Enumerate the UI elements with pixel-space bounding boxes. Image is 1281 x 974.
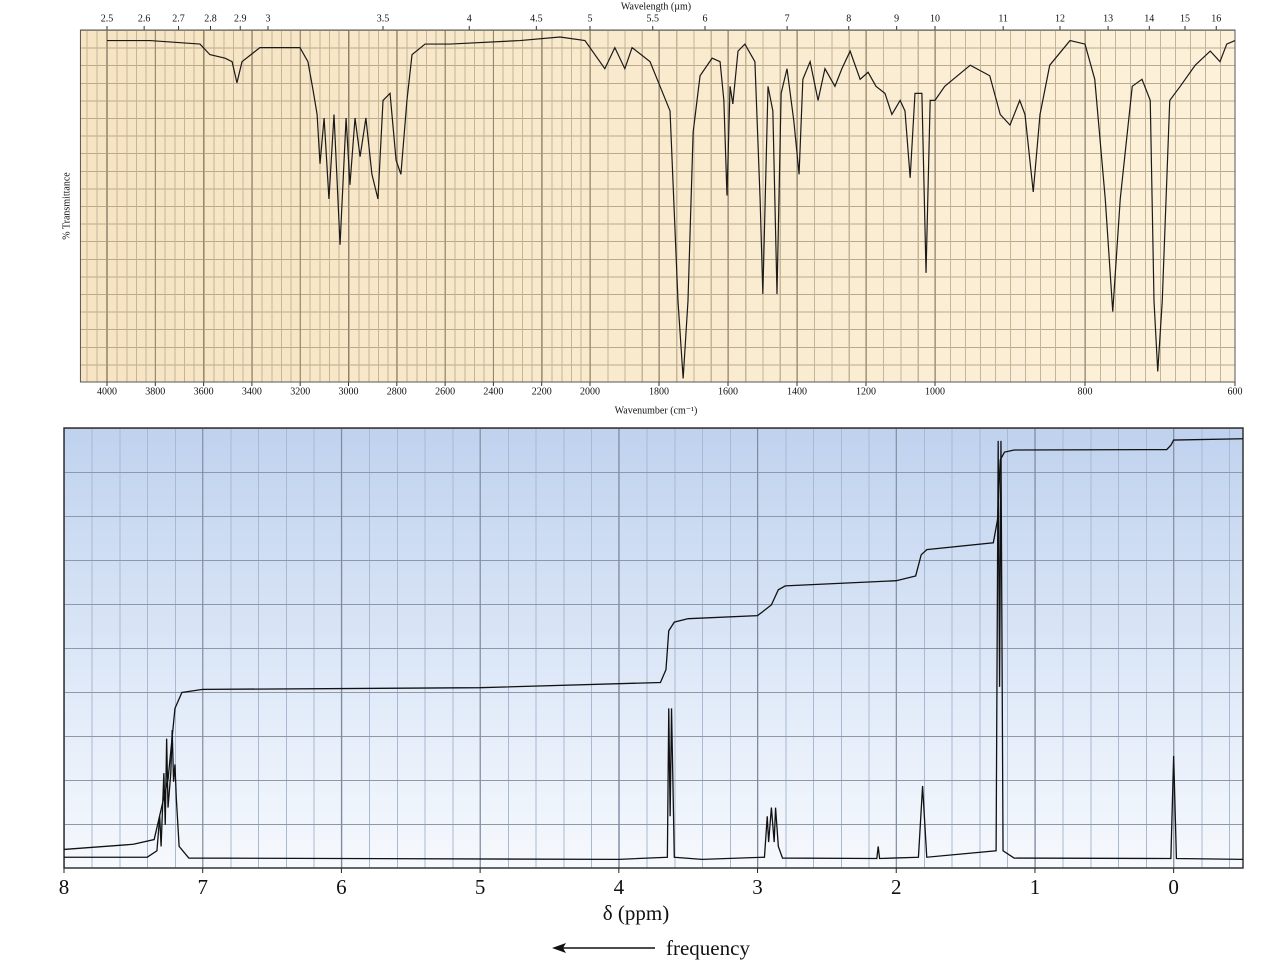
minor-grid	[155, 30, 204, 382]
x-tick-label: 2400	[483, 386, 503, 397]
x-tick-label: 6	[336, 875, 347, 899]
x-tick-label: 5	[475, 875, 486, 899]
x-tick-label: 1	[1030, 875, 1041, 899]
x2-tick-label: 2.8	[204, 13, 217, 24]
x-tick-label: 1800	[649, 386, 669, 397]
x-tick-label: 2600	[435, 386, 455, 397]
x2-tick-label: 2.9	[234, 13, 247, 24]
x2-tick-label: 14	[1144, 13, 1154, 24]
x-axis-title: Wavenumber (cm⁻¹)	[615, 405, 698, 416]
x-tick-label: 2200	[532, 386, 552, 397]
x2-tick-label: 9	[894, 13, 899, 24]
x-tick-label: 1600	[718, 386, 738, 397]
x2-tick-label: 4.5	[530, 13, 543, 24]
minor-grid	[203, 30, 252, 382]
x2-tick-label: 2.7	[172, 13, 185, 24]
x2-tick-label: 4	[467, 13, 472, 24]
minor-grid	[1085, 30, 1235, 382]
minor-grid	[590, 30, 659, 382]
x-tick-label: 2	[891, 875, 902, 899]
minor-grid	[396, 30, 446, 382]
line	[63, 438, 1244, 851]
x-tick-label: 7	[197, 875, 208, 899]
x-tick-label: 2800	[387, 386, 407, 397]
x-tick-label: 3000	[339, 386, 359, 397]
x-tick-label: 4000	[97, 386, 117, 397]
x-tick-label: 800	[1078, 386, 1093, 397]
x2-tick-label: 5.5	[646, 13, 659, 24]
minor-grid	[348, 30, 397, 382]
x-tick-label: 1000	[925, 386, 945, 397]
y-axis-title: % Transmittance	[61, 172, 72, 240]
annotation: frequency	[666, 936, 750, 960]
x-tick-label: 2000	[580, 386, 600, 397]
x2-tick-label: 13	[1103, 13, 1113, 24]
minor-grid	[541, 30, 590, 382]
x2-tick-label: 15	[1180, 13, 1190, 24]
arrow-head	[552, 943, 566, 953]
minor-grid	[728, 30, 797, 382]
minor-grid	[64, 428, 1243, 868]
x2-tick-label: 16	[1211, 13, 1221, 24]
minor-grid	[80, 30, 107, 382]
x2-tick-label: 12	[1055, 13, 1065, 24]
x-tick-label: 1200	[856, 386, 876, 397]
minor-grid	[445, 30, 494, 382]
x-tick-label: 3	[752, 875, 763, 899]
x2-tick-label: 2.6	[138, 13, 151, 24]
minor-grid	[797, 30, 866, 382]
x-tick-label: 3400	[242, 386, 262, 397]
x-tick-label: 4	[614, 875, 625, 899]
minor-grid	[935, 30, 1085, 382]
x2-tick-label: 6	[703, 13, 708, 24]
x-tick-label: 3200	[290, 386, 310, 397]
x2-tick-label: 8	[846, 13, 851, 24]
x2-tick-label: 10	[930, 13, 940, 24]
x2-tick-label: 2.5	[101, 13, 114, 24]
minor-grid	[107, 30, 156, 382]
line	[107, 36, 1236, 379]
plot-frame	[63, 427, 1244, 869]
x-tick-label: 3600	[194, 386, 214, 397]
x2-tick-label: 3.5	[377, 13, 390, 24]
x-tick-label: 3800	[145, 386, 165, 397]
x-axis-title: δ (ppm)	[603, 901, 669, 925]
x-tick-label: 0	[1168, 875, 1179, 899]
x2-tick-label: 3	[266, 13, 271, 24]
x-tick-label: 1400	[787, 386, 807, 397]
minor-grid	[866, 30, 935, 382]
line	[64, 440, 1244, 861]
minor-grid	[659, 30, 728, 382]
minor-grid	[300, 30, 349, 382]
x2-tick-label: 5	[588, 13, 593, 24]
minor-grid	[251, 30, 301, 382]
x2-tick-label: 11	[998, 13, 1008, 24]
minor-grid	[493, 30, 542, 382]
x2-axis-title: Wavelength (µm)	[621, 1, 691, 12]
x2-tick-label: 7	[785, 13, 790, 24]
x-tick-label: 8	[59, 875, 70, 899]
x-tick-label: 600	[1228, 386, 1243, 397]
plot-frame	[79, 29, 1236, 383]
